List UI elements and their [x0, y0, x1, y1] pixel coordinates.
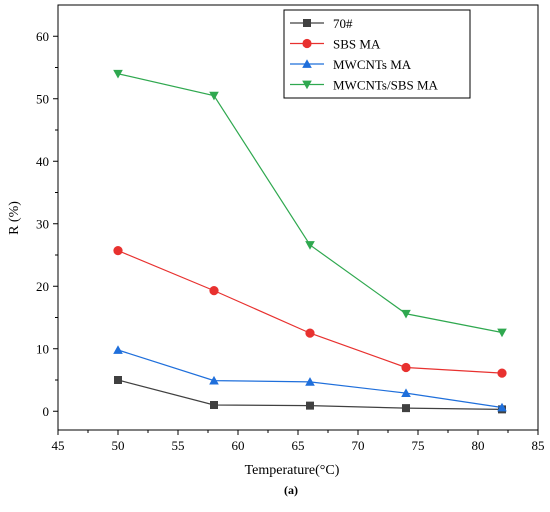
data-point	[306, 402, 314, 410]
y-axis-title: R (%)	[7, 201, 22, 235]
x-tick-label: 70	[352, 438, 365, 453]
series-2	[113, 345, 507, 411]
y-tick-label: 40	[36, 154, 49, 169]
data-point	[210, 401, 218, 409]
y-tick-label: 50	[36, 91, 49, 106]
data-point	[497, 329, 507, 338]
y-tick-label: 30	[36, 216, 49, 231]
data-point	[401, 363, 410, 372]
data-point	[402, 404, 410, 412]
data-point	[209, 92, 219, 101]
x-tick-label: 45	[52, 438, 65, 453]
x-tick-label: 60	[232, 438, 245, 453]
x-tick-label: 85	[532, 438, 545, 453]
series-1	[113, 246, 506, 378]
y-tick-label: 10	[36, 341, 49, 356]
y-tick-label: 20	[36, 279, 49, 294]
data-point	[113, 246, 122, 255]
data-point	[113, 345, 123, 354]
y-tick-label: 0	[43, 404, 50, 419]
series-3	[113, 70, 507, 337]
legend-label: MWCNTs MA	[333, 57, 412, 72]
legend-label: SBS MA	[333, 37, 381, 52]
x-tick-label: 55	[172, 438, 185, 453]
data-point	[305, 329, 314, 338]
series-line	[118, 74, 502, 333]
y-axis: 0 10 20 30 40 50 60	[36, 29, 58, 419]
x-axis: 45 50 55 60 65 70 75 80 85	[52, 430, 545, 453]
data-point	[209, 286, 218, 295]
x-axis-title: Temperature(°C)	[245, 463, 340, 478]
data-point	[497, 369, 506, 378]
series-line	[118, 251, 502, 374]
legend-marker	[303, 19, 311, 27]
legend: 70# SBS MA MWCNTs MA MWCNTs/SBS MA	[284, 10, 470, 98]
data-point	[114, 376, 122, 384]
series-layer	[113, 70, 507, 413]
x-tick-label: 65	[292, 438, 305, 453]
legend-label: 70#	[333, 16, 353, 31]
legend-marker	[302, 39, 311, 48]
y-tick-label: 60	[36, 29, 49, 44]
x-tick-label: 50	[112, 438, 125, 453]
x-tick-label: 75	[412, 438, 425, 453]
x-tick-label: 80	[472, 438, 485, 453]
panel-label: (a)	[284, 483, 298, 497]
legend-label: MWCNTs/SBS MA	[333, 78, 439, 93]
data-point	[305, 241, 315, 250]
